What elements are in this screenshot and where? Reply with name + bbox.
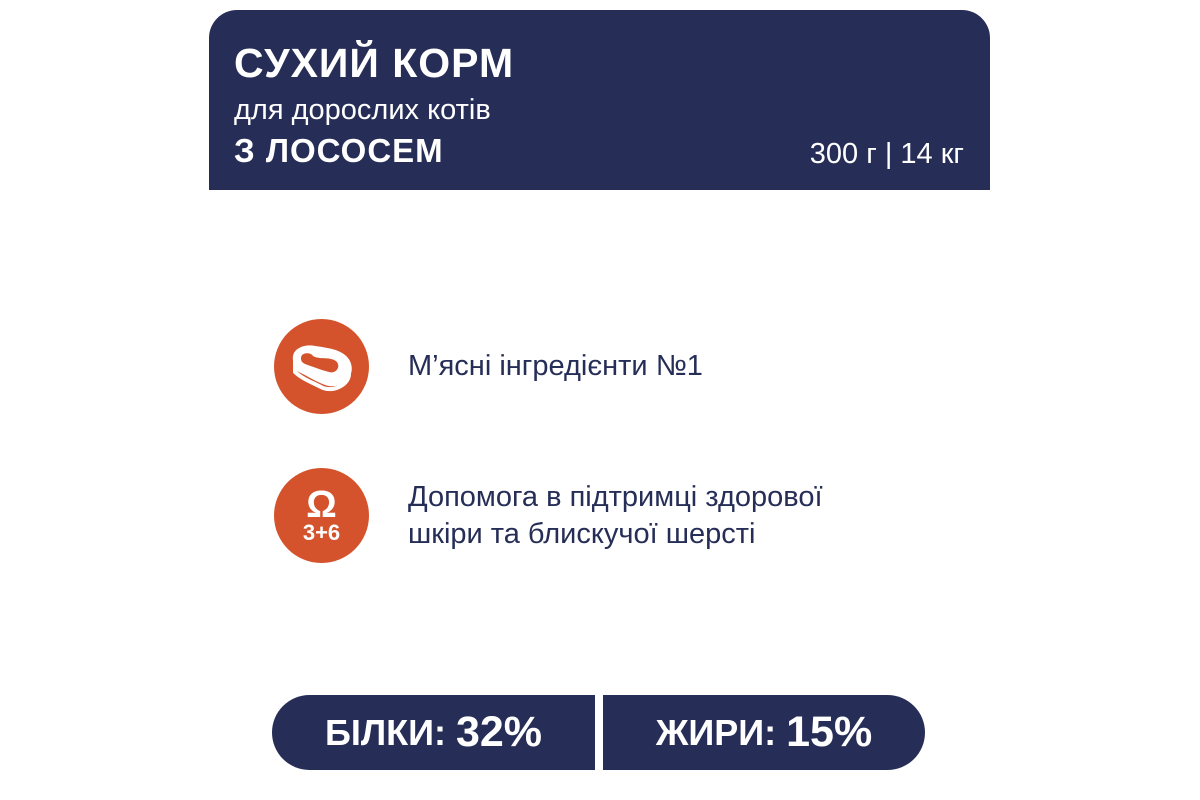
- feature-meat: М’ясні інгредієнти №1: [274, 319, 703, 414]
- meat-steak-icon: [274, 319, 369, 414]
- product-weights: 300 г | 14 кг: [809, 138, 964, 170]
- omega-label: 3+6: [302, 519, 341, 545]
- product-header: СУХИЙ КОРМ для дорослих котів З ЛОСОСЕМ …: [209, 10, 990, 190]
- protein-value: 32%: [455, 708, 543, 756]
- feature-omega: Ω 3+6 Допомога в підтримці здорової шкір…: [274, 468, 823, 563]
- omega-symbol: Ω: [306, 483, 337, 526]
- omega-3-6-icon: Ω 3+6: [274, 468, 369, 563]
- fat-label: ЖИРИ:: [655, 711, 777, 753]
- product-title: СУХИЙ КОРМ: [234, 40, 515, 86]
- feature-text: М’ясні інгредієнти №1: [408, 350, 703, 382]
- protein-badge: БІЛКИ: 32%: [272, 695, 595, 770]
- feature-text-line1: Допомога в підтримці здорової: [408, 480, 823, 513]
- feature-text: Допомога в підтримці здорової шкіри та б…: [408, 479, 823, 553]
- protein-label: БІЛКИ:: [324, 711, 446, 753]
- product-flavor: З ЛОСОСЕМ: [234, 132, 444, 169]
- fat-value: 15%: [786, 708, 873, 756]
- fat-badge: ЖИРИ: 15%: [603, 695, 925, 770]
- feature-text-line2: шкіри та блискучої шерсті: [408, 517, 756, 550]
- product-subtitle: для дорослих котів: [234, 94, 491, 126]
